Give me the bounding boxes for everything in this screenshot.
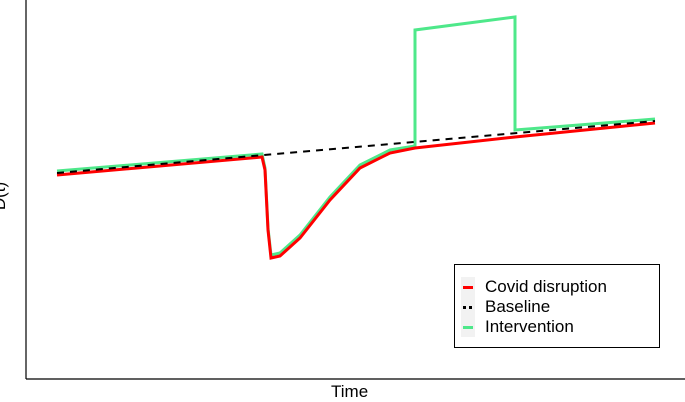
covid-disruption-line [56,121,656,260]
legend-item-intervention: Intervention [461,317,574,337]
legend: Covid disruption Baseline Intervention [454,264,660,348]
legend-swatch [463,306,473,309]
x-axis-label: Time [331,382,369,401]
intervention-line [56,15,656,257]
baseline-line [56,120,656,174]
legend-swatch [463,326,473,329]
legend-swatch [463,286,473,289]
legend-item-baseline: Baseline [461,297,550,317]
legend-item-covid: Covid disruption [461,277,607,297]
y-axis-label: D(t) [0,181,10,211]
